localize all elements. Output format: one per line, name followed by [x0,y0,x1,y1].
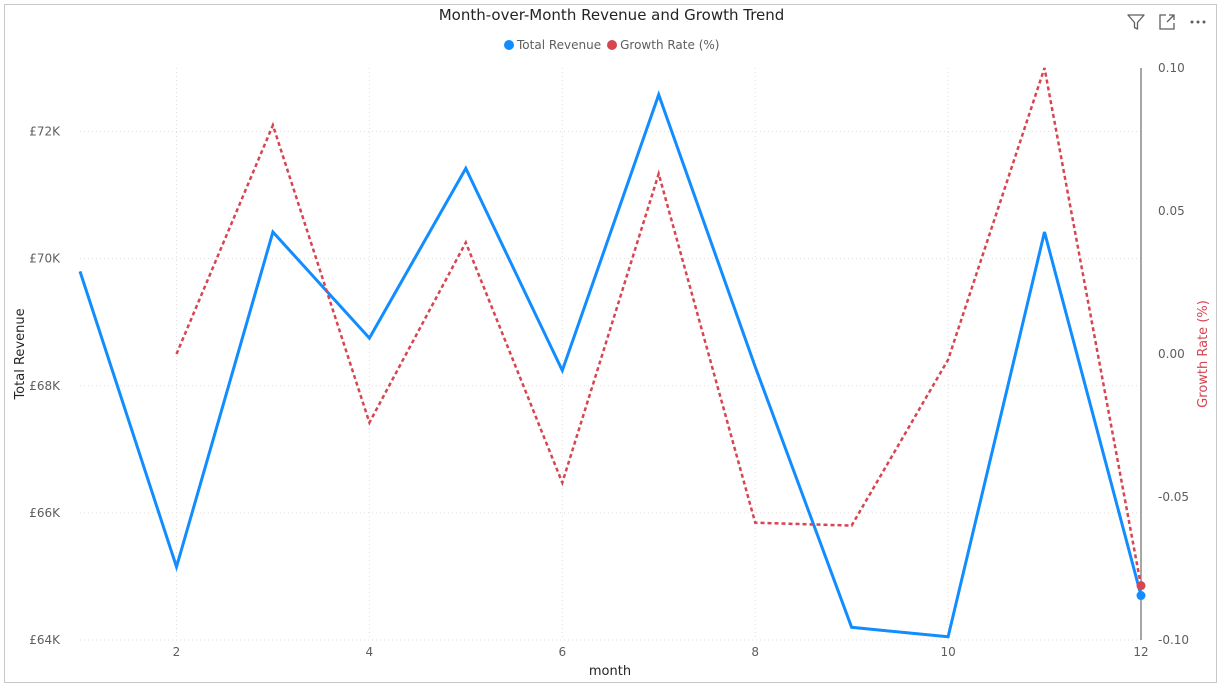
y2-tick-label: 0.05 [1158,204,1185,218]
grid-layer [80,68,1142,641]
more-options-icon[interactable] [1187,11,1209,33]
y-tick-label: £72K [29,125,61,139]
series-layer [78,67,1146,639]
y2-tick-label: -0.05 [1158,490,1189,504]
y-tick-label: £66K [29,506,61,520]
legend: Total Revenue Growth Rate (%) [504,38,725,52]
chart-title: Month-over-Month Revenue and Growth Tren… [438,6,785,24]
legend-item-revenue[interactable]: Total Revenue [504,38,601,52]
x-tick-label: 10 [940,645,955,659]
visual-frame [4,4,1217,683]
series-line-growth-rate [175,67,1143,586]
legend-label-growth: Growth Rate (%) [620,38,720,52]
y2-axis-title: Growth Rate (%) [1196,300,1211,408]
y2-tick-label: 0.00 [1158,347,1185,361]
axis-layer: £64K £66K £68K £70K £72K -0.10 -0.05 0.00 0.05 0.… [29,61,1189,659]
focus-mode-icon[interactable] [1156,11,1178,33]
y-tick-label: £70K [29,252,61,266]
legend-swatch-growth [607,40,618,50]
legend-swatch-revenue [504,40,514,50]
legend-label-revenue: Total Revenue [517,38,602,52]
y-tick-label: £64K [29,633,61,647]
legend-item-growth[interactable]: Growth Rate (%) [607,38,719,52]
x-tick-label: 6 [558,645,566,659]
x-tick-label: 2 [173,645,181,659]
x-tick-label: 8 [751,645,759,659]
x-axis-title: month [589,664,631,679]
x-tick-label: 4 [366,645,374,659]
y2-tick-label: -0.10 [1158,633,1189,647]
y-tick-label: £68K [29,379,61,393]
y2-tick-label: 0.10 [1158,61,1185,75]
x-tick-label: 12 [1133,645,1148,659]
series-line-total-revenue [78,90,1143,639]
y-axis-title: Total Revenue [13,308,28,400]
filter-icon[interactable] [1125,11,1147,33]
growth-point [1136,581,1146,591]
visual-header-icons [1116,11,1209,33]
revenue-point [1136,591,1146,601]
